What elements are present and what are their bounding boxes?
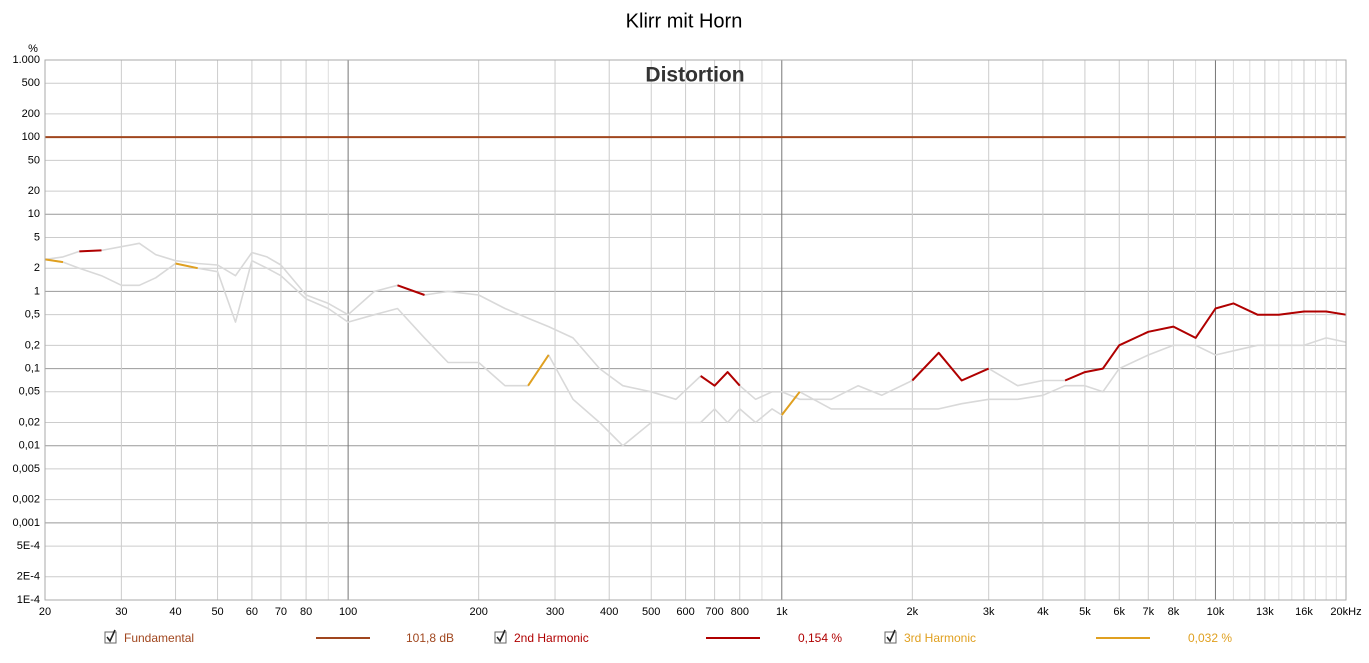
y-tick-label: 10 (28, 208, 40, 220)
y-tick-label: 0,01 (19, 440, 40, 452)
checkmark (886, 629, 896, 643)
legend: Fundamental 101,8 dB 2nd Harmonic 0,154 % 3r… (104, 629, 1232, 645)
legend-item: 2nd Harmonic 0,154 % (494, 629, 842, 645)
legend-value: 0,154 % (798, 631, 842, 645)
y-tick-label: 0,005 (12, 463, 40, 475)
x-tick-label: 5k (1079, 606, 1091, 618)
x-tick-label: 100 (339, 606, 357, 618)
y-tick-label: 0,2 (25, 339, 40, 351)
x-tick-label: 50 (211, 606, 223, 618)
x-tick-label: 20kHz (1330, 606, 1361, 618)
legend-value: 101,8 dB (406, 631, 454, 645)
x-tick-label: 60 (246, 606, 258, 618)
y-tick-label: 1.000 (12, 54, 40, 66)
x-tick-label: 600 (676, 606, 694, 618)
x-tick-label: 2k (907, 606, 919, 618)
y-axis-label: % (28, 43, 38, 55)
legend-item: Fundamental 101,8 dB (104, 629, 454, 645)
y-tick-label: 100 (22, 131, 40, 143)
x-tick-label: 20 (39, 606, 51, 618)
x-tick-label: 6k (1113, 606, 1125, 618)
x-tick-label: 13k (1256, 606, 1274, 618)
x-tick-label: 30 (115, 606, 127, 618)
y-tick-label: 0,02 (19, 416, 40, 428)
y-tick-label: 1 (34, 285, 40, 297)
annotation: Distortion (645, 64, 744, 87)
x-tick-label: 1k (776, 606, 788, 618)
checkmark (496, 629, 506, 643)
plot (44, 136, 1347, 447)
legend-value: 0,032 % (1188, 631, 1232, 645)
y-tick-label: 0,002 (12, 494, 40, 506)
x-tick-label: 7k (1142, 606, 1154, 618)
checkmark (106, 629, 116, 643)
y-tick-label: 0,05 (19, 386, 40, 398)
x-tick-label: 500 (642, 606, 660, 618)
checkbox[interactable] (494, 631, 507, 644)
x-tick-label: 40 (169, 606, 181, 618)
x-tick-label: 8k (1168, 606, 1180, 618)
legend-item: 3rd Harmonic 0,032 % (884, 629, 1232, 645)
x-tick-label: 300 (546, 606, 564, 618)
plot-frame (44, 59, 1347, 601)
y-tick-label: 0,5 (25, 309, 40, 321)
x-tick-label: 80 (300, 606, 312, 618)
series-line (44, 258, 801, 416)
checkbox[interactable] (104, 631, 117, 644)
x-tick-label: 16k (1295, 606, 1313, 618)
y-tick-label: 20 (28, 185, 40, 197)
series-line (44, 258, 1347, 447)
legend-label: 3rd Harmonic (904, 631, 976, 645)
y-tick-label: 5 (34, 231, 40, 243)
y-tick-label: 2E-4 (17, 571, 40, 583)
y-tick-label: 500 (22, 77, 40, 89)
legend-label: Fundamental (124, 631, 194, 645)
y-tick-label: 200 (22, 108, 40, 120)
legend-label: 2nd Harmonic (514, 631, 589, 645)
x-tick-label: 10k (1207, 606, 1225, 618)
y-tick-label: 1E-4 (17, 594, 40, 606)
y-tick-label: 2 (34, 262, 40, 274)
y-tick-label: 0,001 (12, 517, 40, 529)
x-tick-label: 3k (983, 606, 995, 618)
checkbox[interactable] (884, 631, 897, 644)
x-tick-label: 4k (1037, 606, 1049, 618)
x-tick-label: 400 (600, 606, 618, 618)
series-line (79, 249, 1347, 387)
x-tick-label: 70 (275, 606, 287, 618)
y-tick-label: 50 (28, 154, 40, 166)
y-tick-label: 0,1 (25, 362, 40, 374)
x-tick-label: 200 (469, 606, 487, 618)
x-tick-label: 700 (705, 606, 723, 618)
x-tick-label: 800 (731, 606, 749, 618)
chart-title: Klirr mit Horn (626, 10, 743, 32)
y-tick-label: 5E-4 (17, 540, 40, 552)
